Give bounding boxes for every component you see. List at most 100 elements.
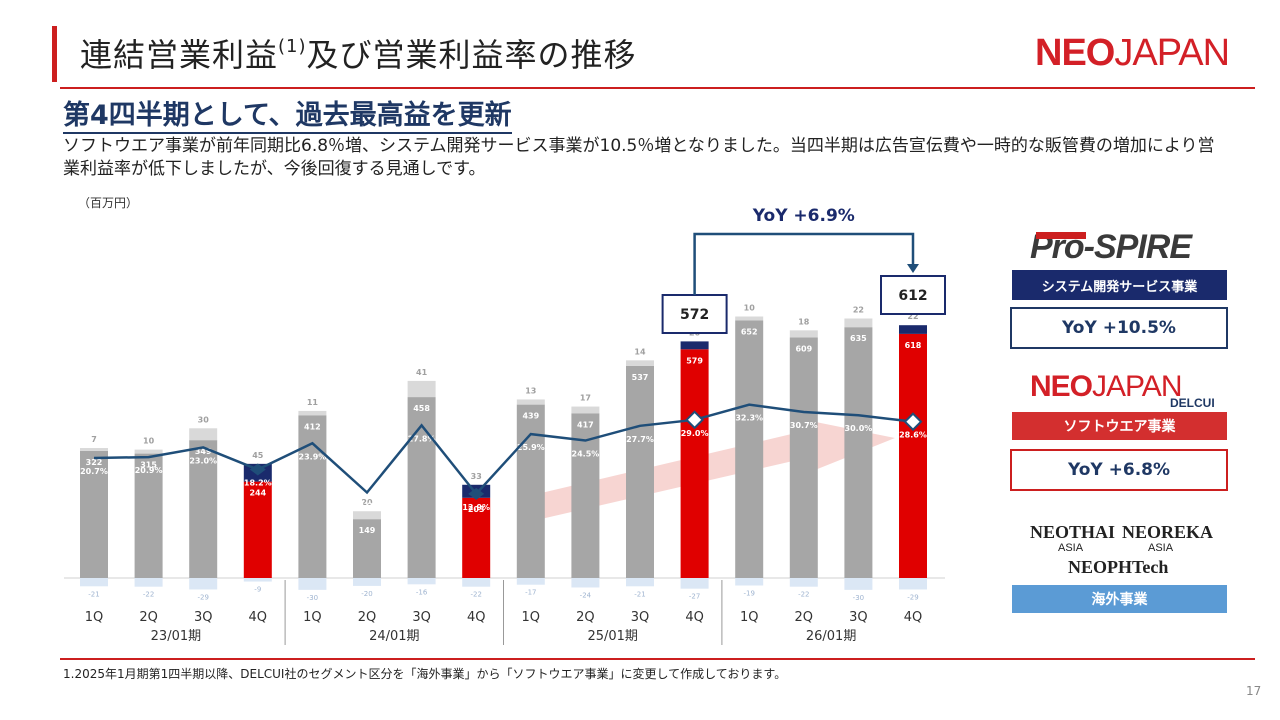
bar-overseas <box>626 578 654 587</box>
label-margin: 23.9% <box>299 452 327 461</box>
label-software: 579 <box>686 356 703 365</box>
label-software: 349 <box>195 447 212 456</box>
yoy-label: YoY +6.9% <box>752 206 855 226</box>
label-overseas: -22 <box>143 591 154 599</box>
bar-system <box>571 406 600 414</box>
label-overseas: -27 <box>689 593 700 601</box>
label-overseas: -16 <box>416 588 428 596</box>
neothai-asia: ASIA <box>1058 542 1084 554</box>
tick-label: 1Q <box>740 610 759 625</box>
bar-overseas <box>298 578 327 590</box>
top-divider <box>60 87 1255 89</box>
tick-label: 4Q <box>467 610 486 625</box>
neothai-logo: NEOTHAI <box>1030 522 1116 542</box>
tick-label: 3Q <box>412 610 431 625</box>
bar-software <box>899 333 927 578</box>
operating-profit-chart: -21732220.7%1Q-221031520.9%2Q-293034923.… <box>64 206 946 645</box>
bar-system <box>789 330 818 338</box>
bar-system <box>899 325 927 334</box>
tick-label: 3Q <box>194 610 213 625</box>
callout-total: 612 <box>898 288 927 304</box>
label-software: 609 <box>795 344 812 353</box>
margin-marker <box>249 463 266 476</box>
bar-system <box>735 316 764 321</box>
bar-overseas <box>680 578 709 589</box>
margin-line <box>93 403 914 496</box>
label-overseas: -24 <box>580 591 592 599</box>
label-overseas: -20 <box>361 590 372 598</box>
label-margin: 27.7% <box>626 435 654 444</box>
label-margin: 20.7% <box>80 467 108 476</box>
fiscal-year-label: 23/01期 <box>151 629 201 644</box>
label-overseas: -29 <box>197 593 208 601</box>
system-segment-label: システム開発サービス事業 <box>1012 270 1227 300</box>
label-overseas: -17 <box>525 589 536 597</box>
label-margin: 28.6% <box>899 431 927 440</box>
label-margin: 27.8% <box>408 434 436 443</box>
tick-label: 2Q <box>795 610 814 625</box>
system-yoy-box: YoY +10.5% <box>1010 307 1228 349</box>
software-yoy-box: YoY +6.8% <box>1010 449 1228 491</box>
callout-total: 572 <box>680 307 709 323</box>
bar-software <box>134 453 163 578</box>
label-software: 652 <box>741 327 758 336</box>
label-system: 22 <box>853 305 864 314</box>
label-margin: 30.0% <box>845 424 873 433</box>
bar-system <box>189 428 218 441</box>
label-overseas: -19 <box>743 590 754 598</box>
label-software: 322 <box>86 458 103 467</box>
bar-system <box>353 511 381 520</box>
neoreka-logo: NEOREKA <box>1122 522 1214 542</box>
label-overseas: -22 <box>470 591 481 599</box>
label-software: 244 <box>249 489 266 498</box>
bar-overseas <box>243 578 272 582</box>
fiscal-year-label: 25/01期 <box>587 629 637 644</box>
page-number: 17 <box>1246 684 1262 698</box>
label-overseas: -9 <box>254 586 261 594</box>
label-software: 439 <box>522 412 539 421</box>
label-margin: 24.5% <box>572 450 600 459</box>
bar-software <box>735 320 764 578</box>
label-overseas: -30 <box>853 594 864 602</box>
tick-label: 1Q <box>303 610 322 625</box>
bar-software <box>353 519 381 578</box>
page-title: 連結営業利益(1)及び営業利益率の推移 <box>80 36 637 74</box>
neophtech-logo: NEOPHTech <box>1068 557 1169 577</box>
label-system: 14 <box>634 347 646 356</box>
label-software: 635 <box>850 334 867 343</box>
label-overseas: -22 <box>798 591 809 599</box>
bar-overseas <box>80 578 108 587</box>
prospire-logo: Pro-SPIRE <box>1030 228 1192 266</box>
headline: 第4四半期として、過去最高益を更新 <box>63 100 512 134</box>
label-margin: 30.7% <box>790 421 818 430</box>
bar-overseas <box>735 578 764 586</box>
bar-software <box>516 404 545 578</box>
label-software: 412 <box>304 422 321 431</box>
label-margin: 12.9% <box>462 503 490 512</box>
bar-overseas <box>353 578 381 586</box>
label-software: 537 <box>632 373 649 382</box>
bar-system <box>298 410 327 416</box>
bar-overseas <box>844 578 873 590</box>
label-margin: 23.0% <box>189 456 217 465</box>
overseas-segment-label: 海外事業 <box>1012 585 1227 613</box>
label-overseas: -29 <box>907 593 918 601</box>
tick-label: 3Q <box>849 610 868 625</box>
tick-label: 2Q <box>358 610 377 625</box>
bar-overseas <box>899 578 927 590</box>
tick-label: 1Q <box>85 610 104 625</box>
bar-software <box>626 365 654 578</box>
bar-overseas <box>134 578 163 587</box>
callout-box <box>880 275 946 315</box>
yoy-connector <box>693 232 915 295</box>
label-system: 17 <box>580 394 591 403</box>
bar-software <box>462 497 491 578</box>
label-software: 203 <box>468 505 485 514</box>
bar-software <box>80 450 108 578</box>
label-overseas: -21 <box>634 590 645 598</box>
bar-system <box>680 341 709 350</box>
bar-system <box>626 360 654 366</box>
label-margin: 20.9% <box>135 466 163 475</box>
label-software: 315 <box>140 461 157 470</box>
bar-system <box>407 380 436 398</box>
